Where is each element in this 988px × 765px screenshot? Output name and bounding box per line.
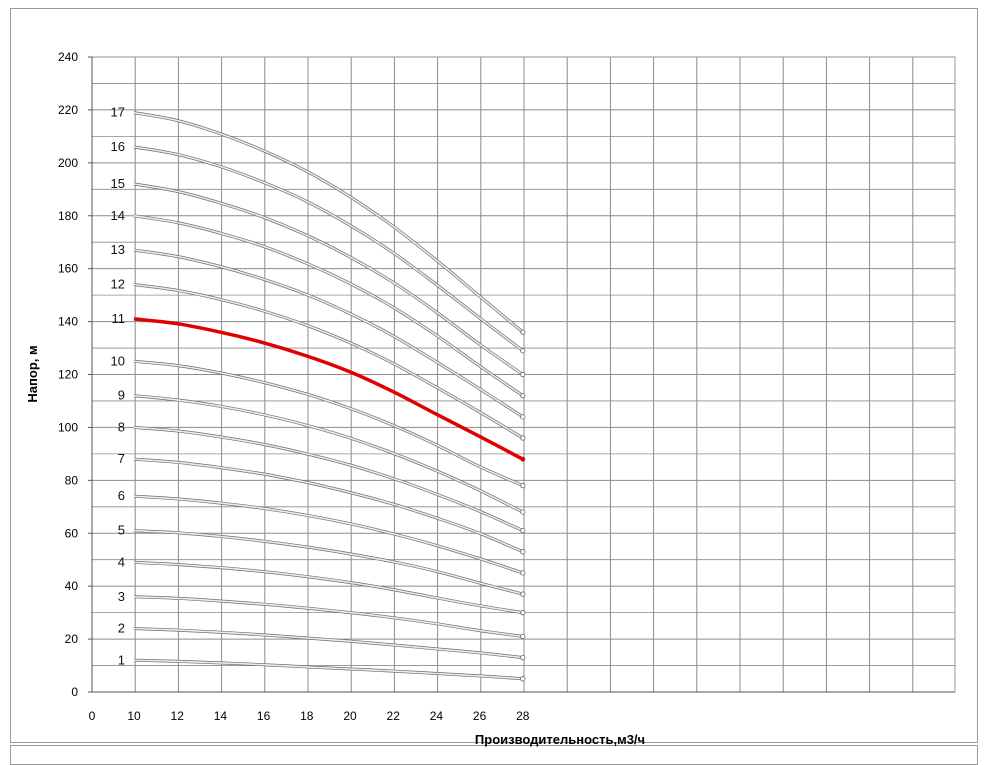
curve-label-13: 13: [111, 242, 125, 257]
curve-end-marker: [520, 633, 526, 640]
curve-11-highlighted: [133, 317, 524, 461]
y-tick-label: 160: [58, 262, 78, 276]
y-tick-label: 120: [58, 368, 78, 382]
y-tick-label: 140: [58, 315, 78, 329]
x-tick-label: 16: [257, 709, 271, 723]
curve-4: [133, 561, 523, 614]
curve-label-15: 15: [111, 176, 125, 191]
curve-8: [133, 426, 524, 532]
curve-17-outline: [133, 111, 524, 334]
curve-end-marker: [520, 348, 526, 354]
curve-label-3: 3: [118, 589, 125, 604]
x-tick-label: 10: [127, 709, 141, 723]
curve-16-outline: [133, 145, 524, 352]
y-tick-label: 220: [58, 103, 78, 117]
curve-end-marker: [520, 509, 526, 515]
curves: [133, 111, 526, 682]
curve-end-marker: [520, 456, 526, 462]
curve-14: [133, 215, 524, 397]
curve-label-7: 7: [118, 451, 125, 466]
y-tick-label: 0: [71, 685, 78, 699]
curve-end-marker: [520, 483, 526, 489]
curve-end-marker: [520, 371, 526, 378]
x-tick-label: 14: [214, 709, 228, 723]
curve-15: [133, 183, 524, 376]
curve-5-outline: [133, 529, 524, 596]
y-tick-label: 180: [58, 209, 78, 223]
curve-label-11: 11: [112, 311, 126, 326]
curve-label-1: 1: [118, 652, 125, 667]
curve-label-8: 8: [118, 419, 125, 434]
curve-17: [133, 111, 524, 333]
curve-label-6: 6: [118, 488, 125, 503]
x-tick-label: 22: [387, 709, 401, 723]
curve-end-marker: [520, 591, 526, 597]
x-tick-label: 28: [516, 709, 530, 723]
curve-label-17: 17: [111, 105, 125, 120]
curve-end-marker: [520, 570, 526, 576]
y-tick-label: 40: [65, 579, 79, 593]
grid: [91, 56, 956, 693]
curve-label-10: 10: [111, 353, 125, 368]
curve-3: [133, 596, 523, 638]
curve-2-outline: [133, 627, 523, 660]
curve-12: [133, 283, 524, 439]
curve-end-marker: [520, 435, 526, 441]
curve-label-5: 5: [118, 523, 125, 538]
curve-10: [133, 360, 524, 487]
curve-label-9: 9: [118, 388, 125, 403]
x-tick-label: 0: [89, 709, 96, 723]
curve-6: [133, 495, 524, 574]
curve-8-outline: [133, 425, 524, 532]
y-axis-title: Напор, м: [25, 345, 40, 402]
curve-7: [133, 458, 524, 553]
y-tick-label: 100: [58, 420, 78, 434]
curve-end-marker: [520, 676, 526, 682]
curve-13: [133, 249, 524, 418]
x-tick-label: 24: [430, 709, 444, 723]
y-tick-label: 240: [58, 50, 78, 64]
curve-9: [133, 394, 524, 513]
curve-end-marker: [520, 610, 526, 616]
x-tick-label: 18: [300, 709, 314, 723]
curve-16: [133, 146, 524, 352]
curve-end-marker: [520, 549, 526, 555]
y-tick-label: 20: [65, 632, 79, 646]
y-tick-label: 60: [65, 526, 79, 540]
curve-end-marker: [520, 528, 526, 534]
curve-2: [133, 627, 523, 659]
x-tick-label: 12: [171, 709, 185, 723]
curve-5: [133, 529, 523, 595]
curve-1-outline: [133, 658, 523, 681]
x-tick-label: 20: [343, 709, 357, 723]
curve-end-marker: [520, 414, 526, 420]
curve-label-12: 12: [111, 277, 125, 292]
curve-4-outline: [133, 560, 524, 615]
curve-label-14: 14: [111, 208, 125, 223]
curve-end-marker: [520, 329, 526, 335]
curve-label-2: 2: [118, 621, 125, 636]
x-tick-label: 26: [473, 709, 487, 723]
y-tick-label: 80: [65, 473, 79, 487]
y-tick-label: 200: [58, 156, 78, 170]
curve-1: [133, 659, 523, 680]
curve-end-marker: [520, 655, 526, 661]
x-axis-title: Производительность,м3/ч: [475, 732, 645, 747]
curve-end-marker: [520, 393, 526, 399]
curve-label-4: 4: [118, 554, 125, 569]
curve-label-16: 16: [111, 139, 125, 154]
